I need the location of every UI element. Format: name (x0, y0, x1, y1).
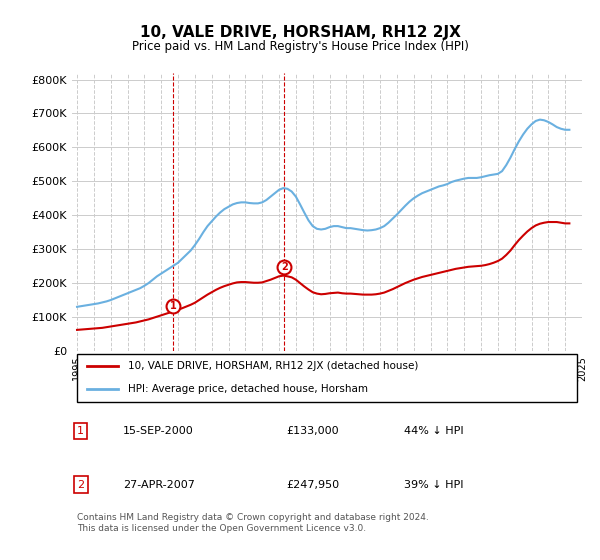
Text: 44% ↓ HPI: 44% ↓ HPI (404, 426, 463, 436)
Text: £133,000: £133,000 (286, 426, 339, 436)
Text: 39% ↓ HPI: 39% ↓ HPI (404, 479, 463, 489)
Text: 10, VALE DRIVE, HORSHAM, RH12 2JX (detached house): 10, VALE DRIVE, HORSHAM, RH12 2JX (detac… (128, 361, 418, 371)
Text: Contains HM Land Registry data © Crown copyright and database right 2024.
This d: Contains HM Land Registry data © Crown c… (77, 513, 429, 533)
Text: 27-APR-2007: 27-APR-2007 (123, 479, 195, 489)
Text: 2: 2 (77, 479, 84, 489)
Text: 2: 2 (281, 262, 288, 272)
Text: HPI: Average price, detached house, Horsham: HPI: Average price, detached house, Hors… (128, 384, 368, 394)
Text: Price paid vs. HM Land Registry's House Price Index (HPI): Price paid vs. HM Land Registry's House … (131, 40, 469, 53)
FancyBboxPatch shape (77, 353, 577, 402)
Text: 1: 1 (170, 301, 176, 311)
Text: 15-SEP-2000: 15-SEP-2000 (123, 426, 194, 436)
Text: £247,950: £247,950 (286, 479, 340, 489)
Text: 1: 1 (77, 426, 84, 436)
Text: 10, VALE DRIVE, HORSHAM, RH12 2JX: 10, VALE DRIVE, HORSHAM, RH12 2JX (140, 25, 460, 40)
